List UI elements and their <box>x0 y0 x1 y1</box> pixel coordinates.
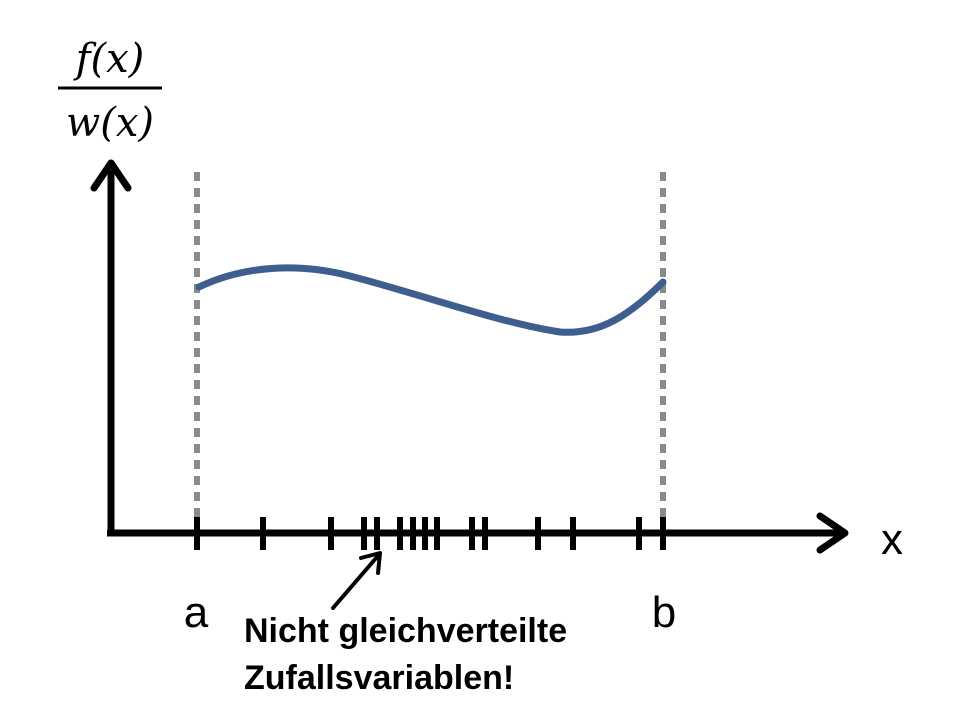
x-axis-label: x <box>881 515 903 564</box>
upper-bound-label: b <box>652 588 676 637</box>
annotation-arrowhead <box>359 551 382 575</box>
annotation-arrow <box>331 555 379 610</box>
sample-ticks <box>194 517 666 550</box>
ratio-curve <box>195 264 667 336</box>
y-axis-label-denominator: w(x) <box>66 100 154 146</box>
y-axis-arrowhead <box>90 159 132 192</box>
annotation-line-1: Nicht gleichverteilte <box>244 612 567 650</box>
y-axis-label-numerator: f(x) <box>73 36 145 82</box>
annotation-line-2: Zufallsvariablen! <box>244 659 514 697</box>
lower-bound-label: a <box>184 588 209 637</box>
x-axis-arrowhead <box>816 512 849 554</box>
